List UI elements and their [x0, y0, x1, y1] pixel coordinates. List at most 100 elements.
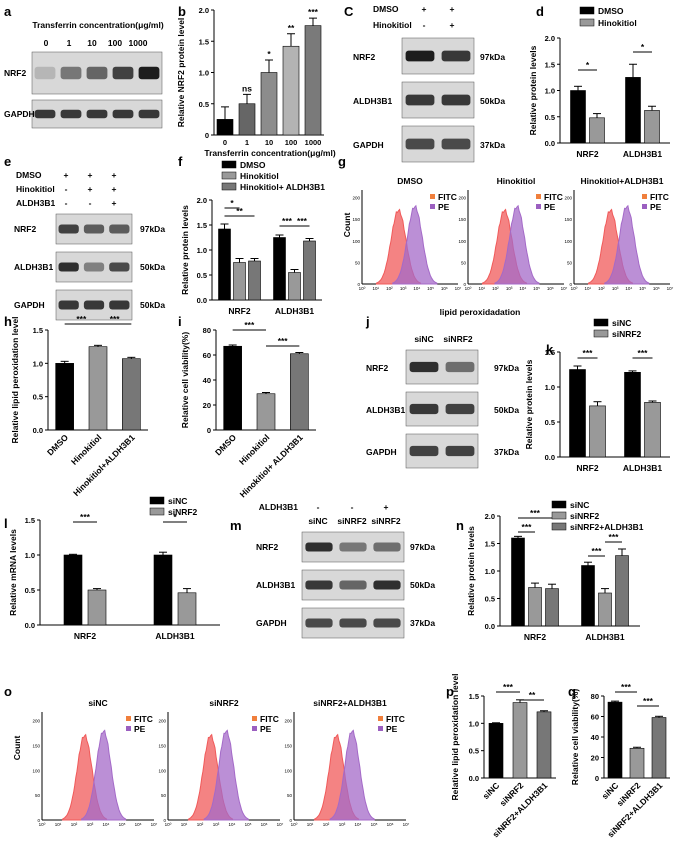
x-tick-label-o: 10⁶ — [261, 822, 268, 827]
band-c-GAPDH — [405, 138, 435, 150]
y-tick-label-o: 0 — [163, 818, 166, 823]
y-tick-label-k: 1.5 — [545, 348, 555, 357]
x-tick-label-o: 10² — [197, 822, 204, 827]
y-tick-label-d: 1.0 — [545, 87, 555, 96]
y-tick-label-f: 1.5 — [197, 221, 207, 230]
panel-letter-j: j — [365, 314, 370, 329]
band-c-ALDH3B1 — [441, 94, 471, 106]
band-m-NRF2 — [339, 542, 367, 552]
kda-e: 50kDa — [140, 262, 165, 272]
panel-letter-h: h — [4, 314, 12, 329]
legend-swatch-n — [551, 511, 567, 520]
sig-label-p: *** — [503, 682, 514, 692]
x-tick-label-o: 10⁷ — [403, 822, 410, 827]
x-tick-label-h: DMSO — [45, 432, 70, 457]
legend-label-l: siNRF2 — [168, 507, 198, 517]
band-m-GAPDH — [339, 618, 367, 628]
x-tick-label-g: 10² — [492, 286, 499, 291]
sig-label-n: *** — [522, 522, 533, 532]
x-tick-label-o: 10¹ — [55, 822, 62, 827]
panel-letter-l: l — [4, 516, 8, 531]
bar-f — [233, 262, 246, 301]
legend-swatch-o — [126, 716, 131, 721]
bar-h — [122, 358, 141, 431]
x-tick-label-o: 10⁵ — [245, 822, 252, 827]
y-axis-label-q: Relative cell viability(%) — [570, 689, 580, 786]
sig-label-b: ** — [288, 23, 295, 33]
band-j-NRF2 — [409, 361, 439, 373]
blot-name-c: GAPDH — [353, 140, 384, 150]
band-e-ALDH3B1 — [109, 262, 130, 272]
legend-swatch-g — [536, 204, 541, 209]
bar-b — [216, 119, 234, 136]
bar-k — [644, 402, 661, 458]
sig-label-l: *** — [80, 512, 91, 522]
sig-label-q: *** — [643, 696, 654, 706]
bar-l — [177, 592, 197, 626]
y-axis-label-k: Relative protein levels — [524, 359, 534, 449]
y-tick-label-b: 0 — [205, 131, 209, 140]
y-tick-label-q: 80 — [591, 692, 599, 701]
sig-label-i: *** — [244, 320, 255, 330]
y-tick-label-g: 200 — [564, 196, 572, 201]
kda-j: 50kDa — [494, 405, 519, 415]
kda-m: 50kDa — [410, 580, 435, 590]
bar-d — [644, 110, 660, 144]
y-tick-label-o: 150 — [284, 743, 292, 748]
lane-label-j: siNRF2 — [443, 334, 473, 344]
row-label-e: ALDH3B1 — [16, 198, 55, 208]
y-axis-label-n: Relative protein levels — [466, 526, 476, 616]
y-tick-label-b: 0.5 — [199, 100, 209, 109]
band-e-NRF2 — [109, 224, 130, 234]
x-tick-label-g: 10² — [598, 286, 605, 291]
y-tick-label-n: 0.0 — [485, 622, 495, 631]
panel-letter-g: g — [338, 154, 346, 169]
y-axis-label-p: Relative lipid peroxidation level — [450, 673, 460, 800]
bar-p — [512, 702, 528, 779]
x-tick-label-o: 10⁵ — [371, 822, 378, 827]
y-tick-label-g: 0 — [357, 282, 360, 287]
y-tick-label-o: 200 — [284, 719, 292, 724]
sign-c: + — [422, 4, 427, 14]
legend-swatch-f — [221, 182, 237, 191]
y-tick-label-d: 2.0 — [545, 34, 555, 43]
band-e-NRF2 — [58, 224, 79, 234]
x-tick-label-f: NRF2 — [228, 306, 250, 316]
x-axis-label-g: lipid peroxidadation — [440, 307, 521, 317]
bar-f — [248, 260, 261, 301]
legend-swatch-g — [642, 204, 647, 209]
band-m-GAPDH — [373, 618, 401, 628]
band-a-gapdh — [34, 109, 56, 119]
legend-swatch-o — [252, 726, 257, 731]
x-tick-label-g: 10³ — [612, 286, 619, 291]
sign-m: - — [351, 502, 354, 512]
y-tick-label-n: 1.0 — [485, 567, 495, 576]
bar-d — [589, 117, 605, 144]
legend-label-k: siNRF2 — [612, 329, 642, 339]
x-tick-label-b: 1000 — [305, 138, 322, 147]
y-tick-label-n: 2.0 — [485, 512, 495, 521]
y-tick-label-h: 0.5 — [33, 393, 43, 402]
panel-letter-c: C — [344, 4, 354, 19]
y-tick-label-g: 0 — [463, 282, 466, 287]
legend-swatch-k — [593, 318, 609, 327]
band-e-ALDH3B1 — [58, 262, 79, 272]
panel-letter-k: k — [546, 342, 554, 357]
x-tick-label-i: Hinokitiol — [237, 432, 271, 466]
band-m-ALDH3B1 — [339, 580, 367, 590]
panel-letter-i: i — [178, 314, 182, 329]
row-label-c: Hinokitiol — [373, 20, 412, 30]
bar-f — [218, 228, 231, 301]
x-tick-label-p: siNC — [481, 780, 502, 801]
row-label-c: DMSO — [373, 4, 399, 14]
band-m-GAPDH — [305, 618, 333, 628]
legend-swatch-d — [579, 6, 595, 15]
bar-l — [63, 554, 83, 626]
y-tick-label-l: 1.0 — [25, 551, 35, 560]
pe-peak-g — [604, 204, 650, 285]
x-tick-label-k: ALDH3B1 — [623, 463, 662, 473]
legend-swatch-f — [221, 171, 237, 180]
sig-label-p: ** — [529, 690, 536, 700]
x-tick-label-g: 10⁷ — [455, 286, 462, 291]
